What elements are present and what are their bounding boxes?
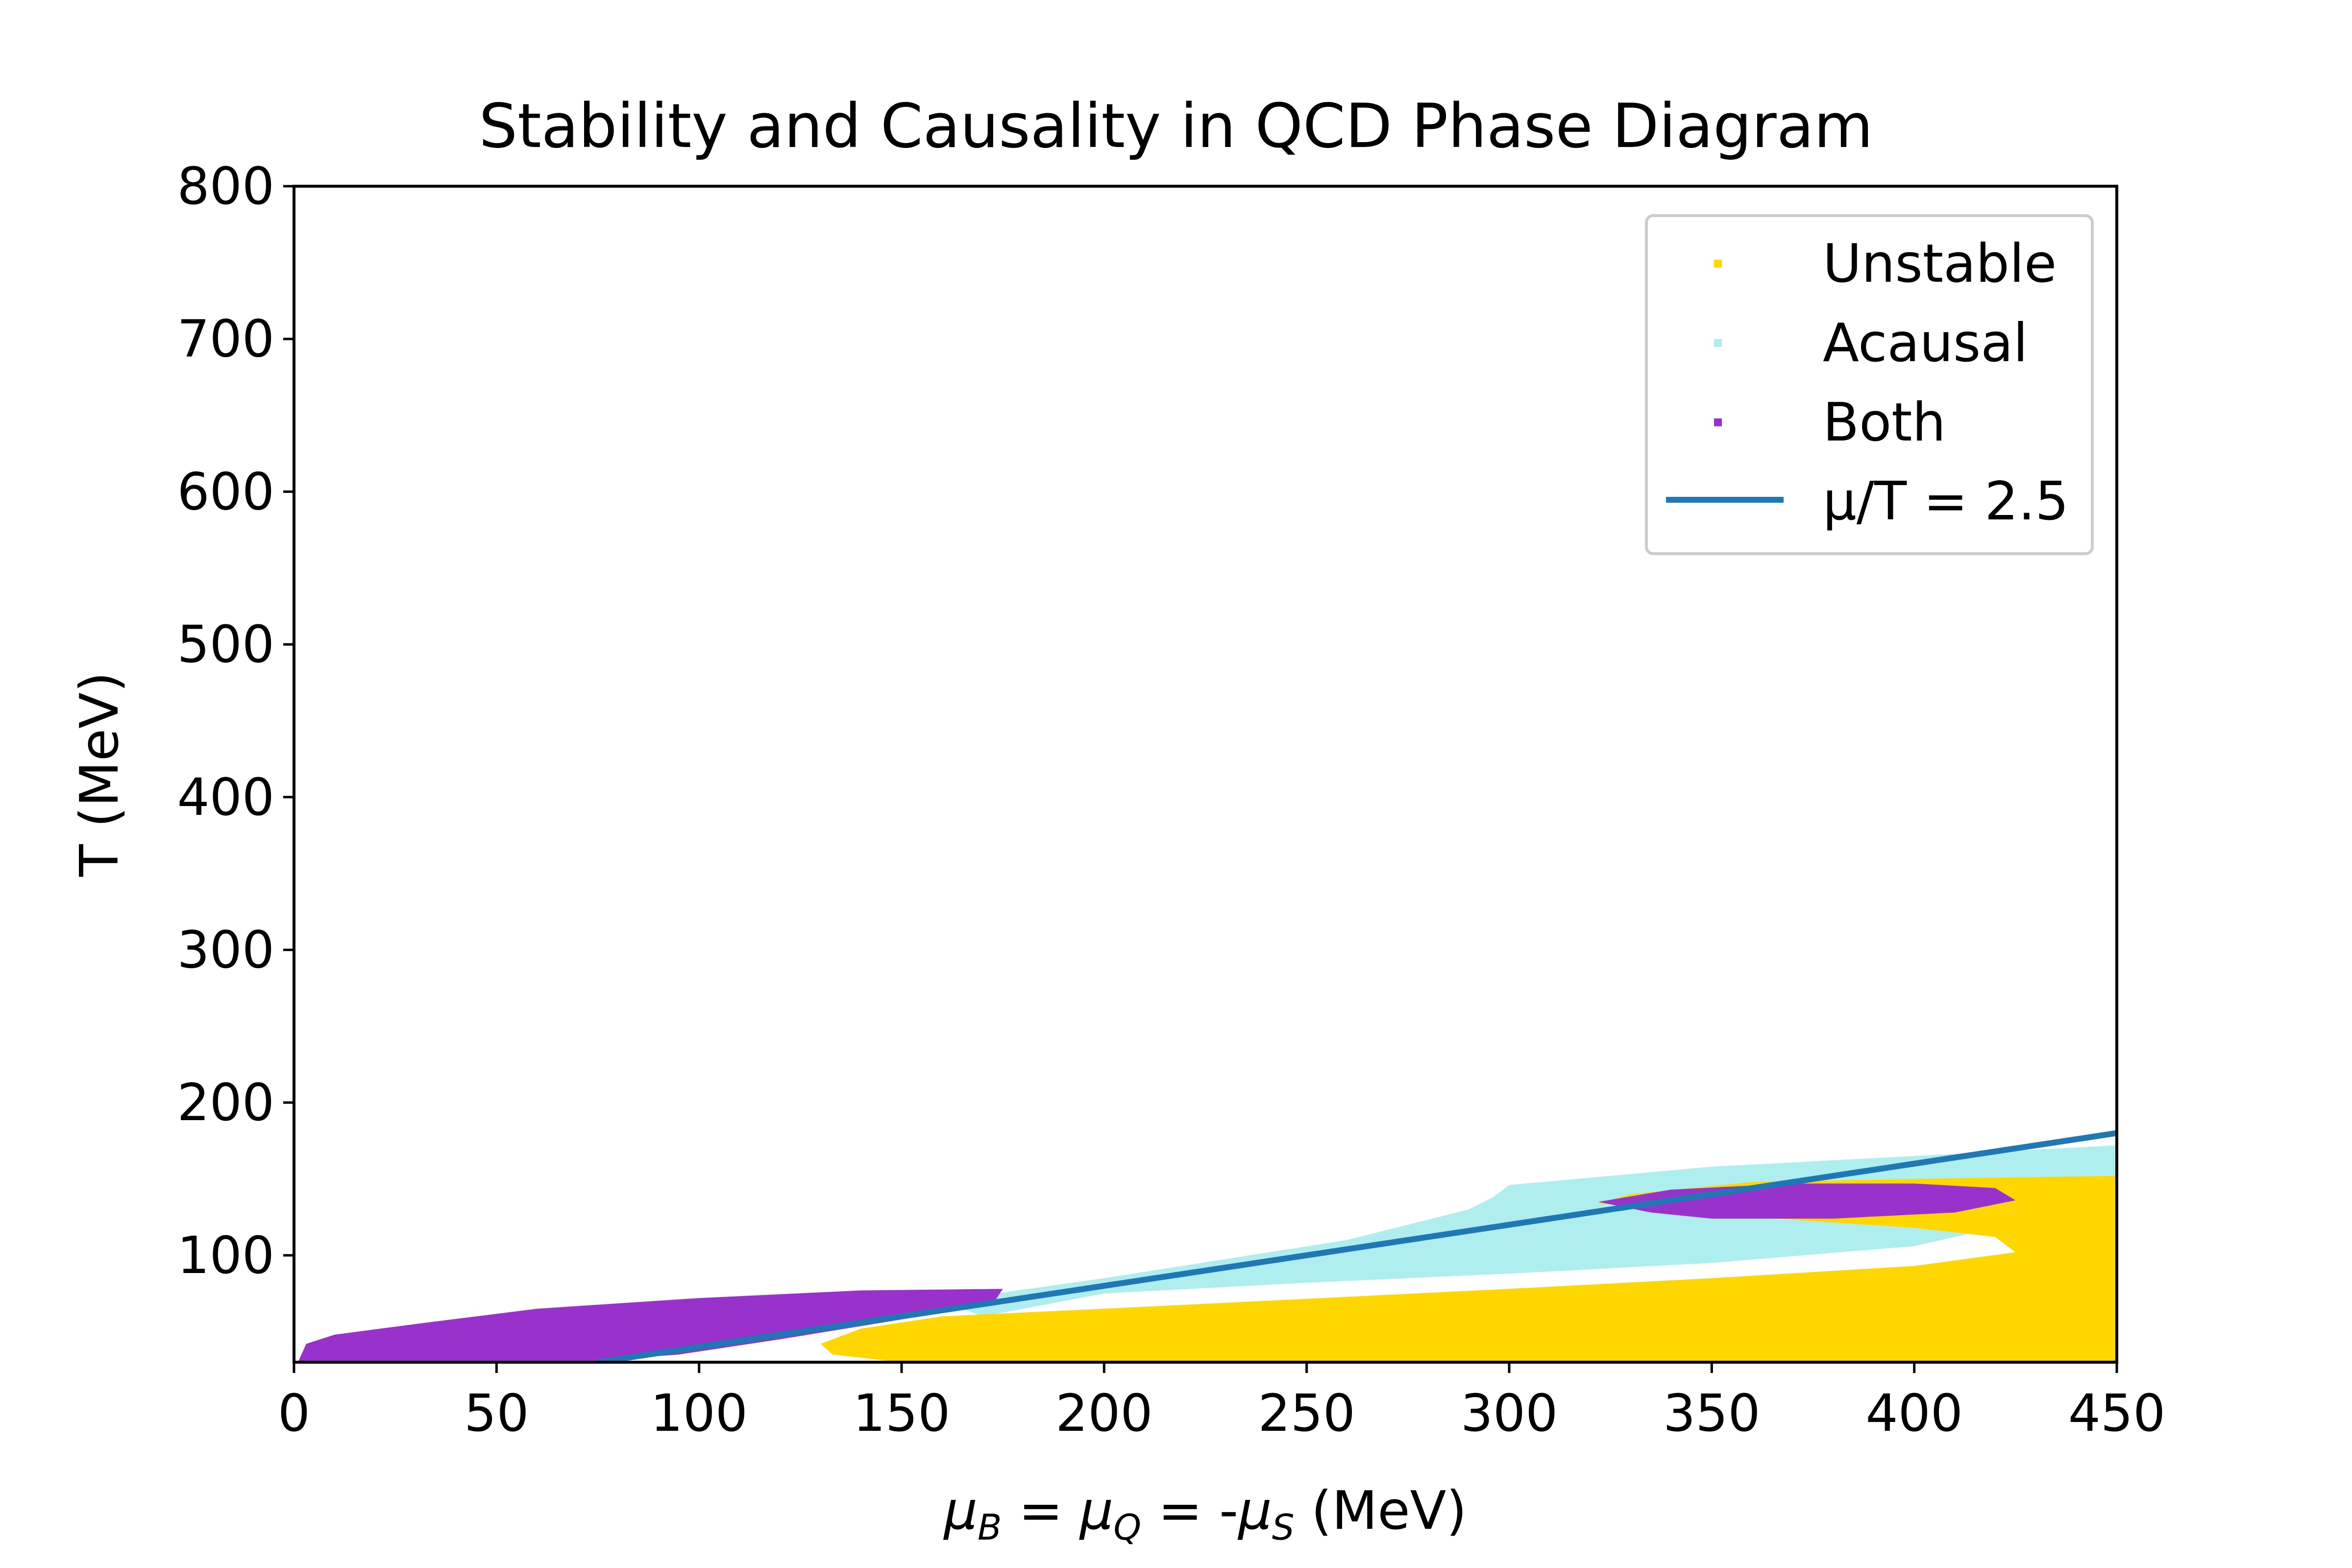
x-tick-label: 250 [1258, 1383, 1355, 1443]
x-tick-label: 200 [1055, 1383, 1153, 1443]
legend-marker-acausal [1714, 339, 1722, 347]
chart-title: Stability and Causality in QCD Phase Dia… [479, 91, 1873, 162]
y-tick-label: 700 [177, 309, 274, 369]
y-tick-label: 100 [177, 1225, 274, 1285]
y-tick-label: 200 [177, 1073, 274, 1132]
y-axis-label: T (MeV) [69, 672, 130, 877]
y-tick-label: 300 [177, 920, 274, 980]
x-tick-label: 50 [464, 1383, 529, 1443]
y-axis: 100 200 300 400 500 600 700 800 [177, 156, 294, 1285]
legend-marker-both [1714, 418, 1722, 426]
y-tick-label: 800 [177, 156, 274, 216]
x-axis-label: μB = μQ = -μS (MeV) [943, 1480, 1467, 1548]
legend-label-acausal: Acausal [1823, 313, 2028, 374]
region-both-3 [1598, 1183, 2016, 1219]
legend: Unstable Acausal Both μ/T = 2.5 [1645, 214, 2094, 555]
series-line-mu-over-t [597, 1130, 2117, 1362]
x-tick-label: 0 [278, 1383, 310, 1443]
legend-marker-unstable [1714, 260, 1722, 268]
y-tick-label: 500 [177, 614, 274, 674]
x-tick-label: 100 [650, 1383, 748, 1443]
legend-label-unstable: Unstable [1823, 233, 2057, 294]
legend-box [1645, 214, 2094, 555]
plot-area [298, 1130, 2117, 1362]
region-both-2 [298, 1289, 1003, 1362]
region-unstable-1 [820, 1176, 2117, 1362]
x-tick-label: 300 [1461, 1383, 1558, 1443]
y-tick-label: 600 [177, 462, 274, 521]
legend-label-both: Both [1823, 392, 1946, 453]
x-tick-label: 450 [2068, 1383, 2166, 1443]
x-tick-label: 150 [853, 1383, 951, 1443]
legend-label-line: μ/T = 2.5 [1823, 471, 2069, 532]
x-tick-label: 400 [1865, 1383, 1963, 1443]
plot-frame [293, 185, 2118, 1364]
y-tick-label: 400 [177, 767, 274, 827]
x-tick-label: 350 [1663, 1383, 1761, 1443]
x-axis: 0 50 100 150 200 250 300 350 400 450 [278, 1362, 2165, 1443]
